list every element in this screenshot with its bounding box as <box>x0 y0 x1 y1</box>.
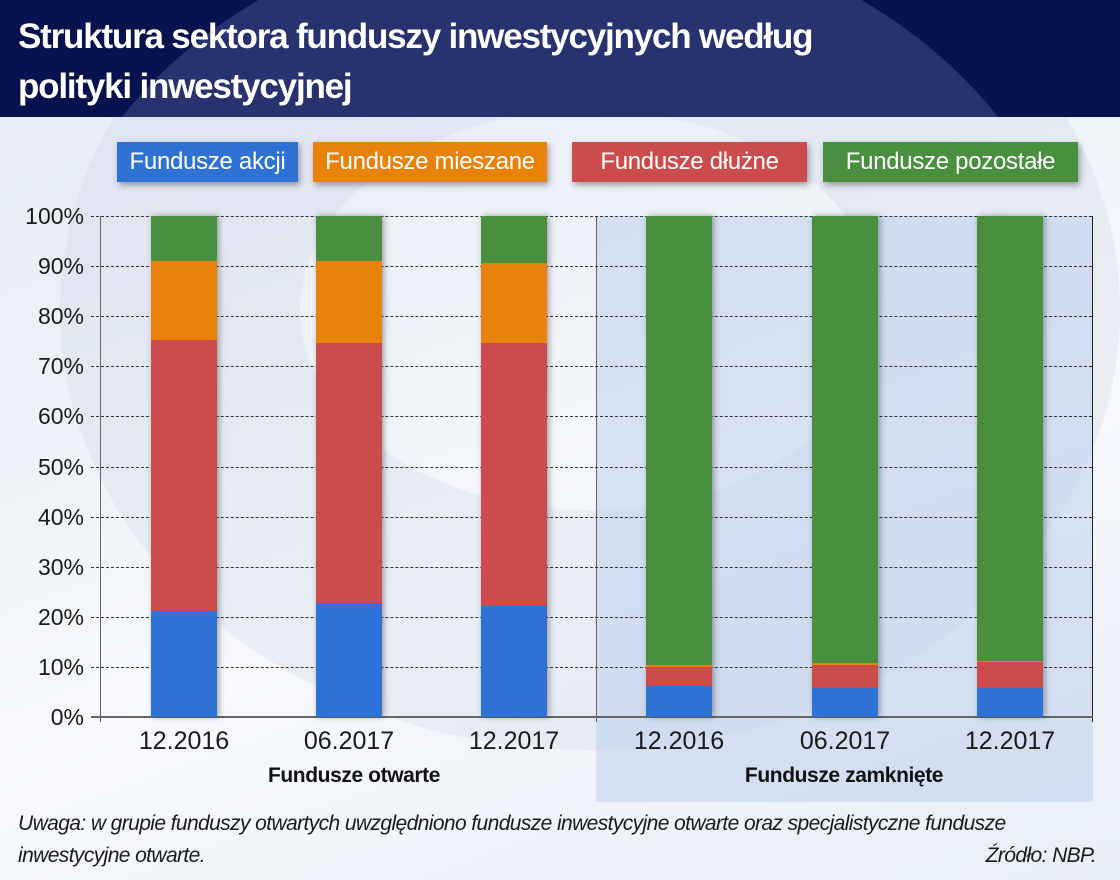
y-axis <box>100 216 101 722</box>
y-tick-label: 40% <box>37 504 84 530</box>
chart-title-line-2: polityki inwestycyjnej <box>18 67 353 106</box>
gridline <box>91 216 1092 217</box>
group-label-open-funds: Fundusze otwarte <box>267 764 441 787</box>
y-tick-label: 80% <box>37 303 84 329</box>
gridline <box>91 667 1092 668</box>
gridline <box>91 366 1092 367</box>
gridline <box>91 567 1092 568</box>
bar-segment <box>481 343 547 606</box>
bar-segment <box>812 687 878 717</box>
gridline <box>91 266 1092 267</box>
source-note: Źródło: NBP. <box>985 844 1097 867</box>
legend-item-pozostale: Fundusze pozostałe <box>823 142 1078 182</box>
bar-segment <box>812 664 878 688</box>
bar-segment <box>812 663 878 665</box>
bar-segment <box>316 342 382 603</box>
bar-segment <box>151 216 217 262</box>
stacked-bar <box>977 216 1043 717</box>
bar-segment <box>316 216 382 262</box>
stacked-bar <box>646 216 712 717</box>
x-tick-label: 06.2017 <box>799 727 891 755</box>
bar-segment <box>481 605 547 717</box>
bar-segment <box>316 602 382 717</box>
bar-segment <box>977 216 1043 662</box>
stacked-bar <box>812 216 878 717</box>
bar-segment <box>977 688 1043 717</box>
y-tick-label: 50% <box>37 454 84 480</box>
x-tick-label: 12.2016 <box>633 727 725 755</box>
bar-segment <box>316 261 382 343</box>
gridline <box>91 617 1092 618</box>
x-axis <box>91 716 1093 718</box>
bar-segment <box>646 685 712 717</box>
footnote: Uwaga: w grupie funduszy otwartych uwzgl… <box>18 812 1006 867</box>
bar-segment <box>977 661 1043 663</box>
bar-segment <box>481 263 547 344</box>
bar-segment <box>481 216 547 264</box>
x-tick-label: 12.2016 <box>138 727 230 755</box>
bar-segment <box>151 340 217 611</box>
gridline <box>91 416 1092 417</box>
x-tick-label: 06.2017 <box>303 727 395 755</box>
header-banner: Struktura sektora funduszy inwestycyjnyc… <box>0 0 1120 117</box>
y-tick-label: 60% <box>37 403 84 429</box>
legend-item-mieszane: Fundusze mieszane <box>313 142 547 182</box>
plot-right-border <box>1092 216 1093 722</box>
legend-item-dluzne: Fundusze dłużne <box>572 142 807 182</box>
gridline <box>91 316 1092 317</box>
y-tick-label: 30% <box>37 554 84 580</box>
gridline <box>91 467 1092 468</box>
bar-segment <box>151 610 217 717</box>
bar-segment <box>977 662 1043 689</box>
legend-item-akcje: Fundusze akcji <box>117 142 298 182</box>
chart-title-line-1: Struktura sektora funduszy inwestycyjnyc… <box>18 17 813 56</box>
bar-segment <box>812 216 878 664</box>
x-tick-label: 12.2017 <box>964 727 1056 755</box>
y-tick-label: 0% <box>50 704 84 730</box>
chart-title: Struktura sektora funduszy inwestycyjnyc… <box>18 12 1018 112</box>
gridline <box>91 517 1092 518</box>
group-label-closed-funds: Fundusze zamknięte <box>744 764 944 787</box>
stacked-bar <box>316 216 382 717</box>
y-tick-label: 10% <box>37 654 84 680</box>
bar-segment <box>646 665 712 667</box>
bar-segment <box>646 666 712 686</box>
stacked-bar <box>481 216 547 717</box>
y-tick-label: 20% <box>37 604 84 630</box>
y-tick-label: 70% <box>37 353 84 379</box>
bar-segment <box>646 216 712 666</box>
group-separator <box>596 216 597 722</box>
stacked-bar <box>151 216 217 717</box>
bar-segment <box>151 261 217 341</box>
x-tick-label: 12.2017 <box>468 727 560 755</box>
y-tick-label: 100% <box>25 203 84 229</box>
y-tick-label: 90% <box>37 253 84 279</box>
